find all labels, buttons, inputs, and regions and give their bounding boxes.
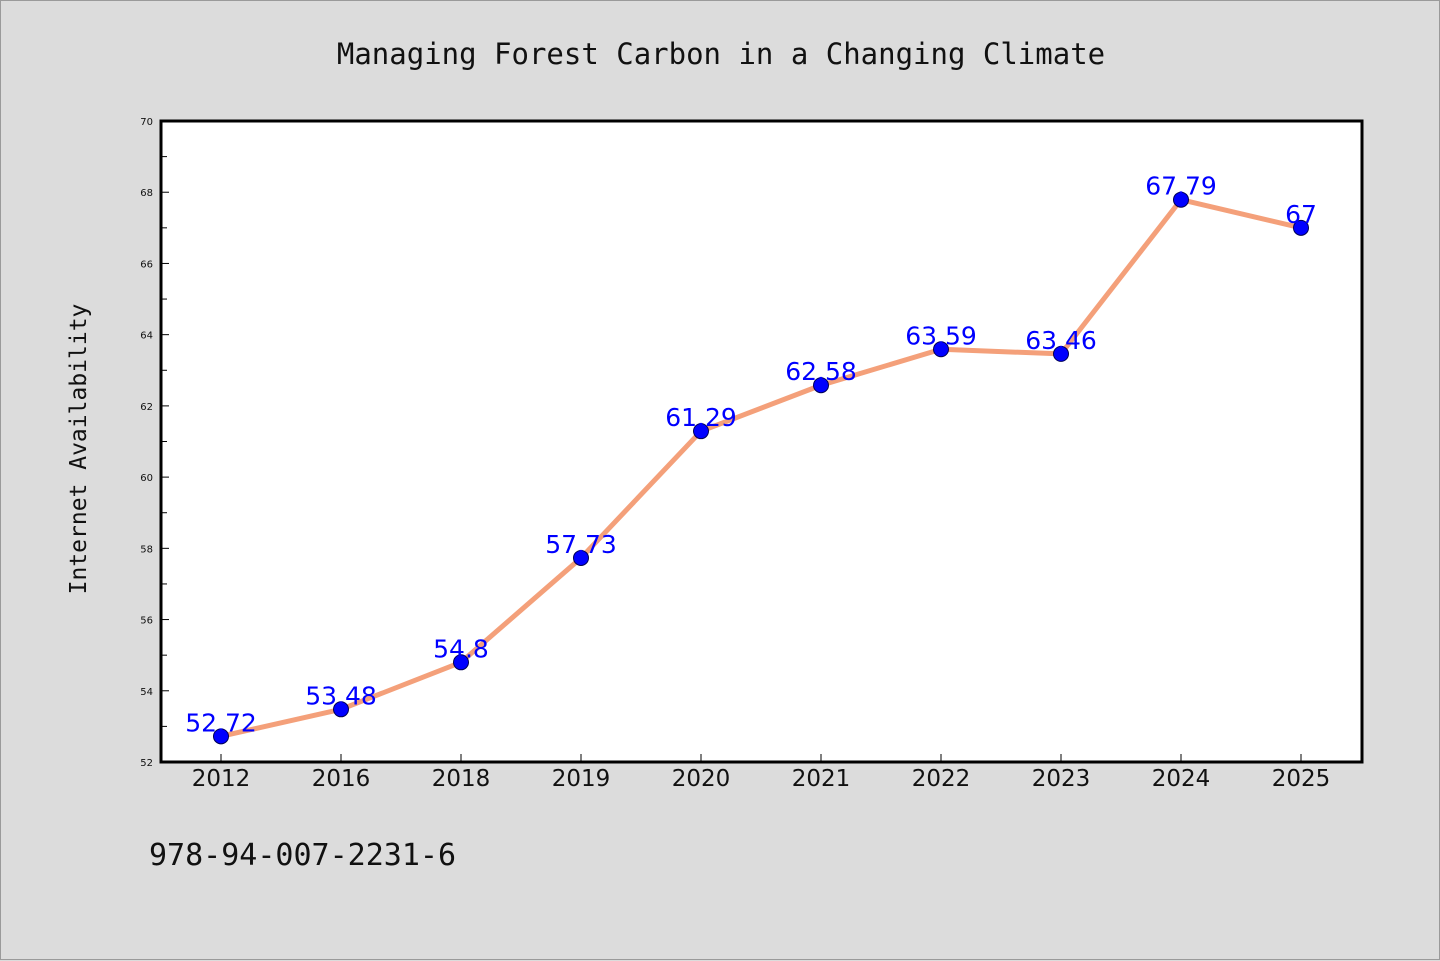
data-point-label: 63.59: [905, 321, 977, 350]
x-tick-label: 2021: [792, 766, 851, 792]
data-point-marker: [933, 341, 949, 358]
y-axis-label: Internet Availability: [66, 304, 92, 595]
x-tick-label: 2016: [312, 766, 371, 792]
data-point-label: 52.72: [185, 708, 257, 737]
axis-ticks: 52 54 56 58 60 62 64 66 68 70 2012 2016 2018 2019 2020…: [140, 117, 1330, 792]
data-point-marker: [813, 377, 829, 394]
x-tick-label: 2024: [1152, 766, 1211, 792]
data-point-marker: [213, 728, 229, 745]
data-point-marker: [1173, 191, 1189, 208]
plot-area: [159, 119, 1364, 764]
x-tick-label: 2025: [1272, 766, 1331, 792]
data-point-label: 57.73: [545, 530, 617, 559]
x-tick-label: 2022: [912, 766, 971, 792]
y-tick-label: 56: [140, 616, 153, 627]
x-tick-label: 2020: [672, 766, 731, 792]
data-point-label: 67.79: [1145, 172, 1217, 201]
y-tick-label: 54: [140, 687, 153, 698]
y-tick-label: 64: [140, 331, 153, 342]
data-point-label: 62.58: [785, 357, 857, 386]
y-tick-label: 66: [140, 259, 153, 270]
series-line: [218, 197, 1304, 739]
data-point-label: 53.48: [305, 681, 377, 710]
data-point-marker: [573, 549, 589, 566]
y-tick-label: 58: [140, 544, 153, 555]
data-point-marker: [1053, 345, 1069, 362]
data-labels: 52.72 53.48 54.8 57.73 61.29 62.58 63.59 63.46 6…: [185, 172, 1317, 738]
data-point-label: 61.29: [665, 403, 737, 432]
data-point-label: 63.46: [1025, 326, 1097, 355]
data-point-marker: [333, 701, 349, 718]
data-point-marker: [1293, 219, 1309, 236]
x-tick-label: 2018: [432, 766, 491, 792]
y-tick-label: 70: [140, 117, 153, 128]
y-tick-label: 60: [140, 473, 153, 484]
chart-title: Managing Forest Carbon in a Changing Cli…: [337, 37, 1105, 71]
y-tick-label: 68: [140, 188, 153, 199]
data-point-marker: [453, 654, 469, 671]
data-markers: [213, 191, 1309, 745]
x-tick-label: 2023: [1032, 766, 1091, 792]
y-tick-label: 62: [140, 402, 153, 413]
isbn-footer: 978-94-007-2231-6: [149, 838, 456, 873]
y-tick-label: 52: [140, 758, 153, 769]
data-point-marker: [693, 423, 709, 440]
series-line-group: [218, 197, 1304, 739]
x-tick-label: 2019: [552, 766, 611, 792]
data-point-label: 67: [1285, 200, 1317, 229]
data-point-label: 54.8: [433, 634, 489, 663]
x-tick-label: 2012: [192, 766, 251, 792]
